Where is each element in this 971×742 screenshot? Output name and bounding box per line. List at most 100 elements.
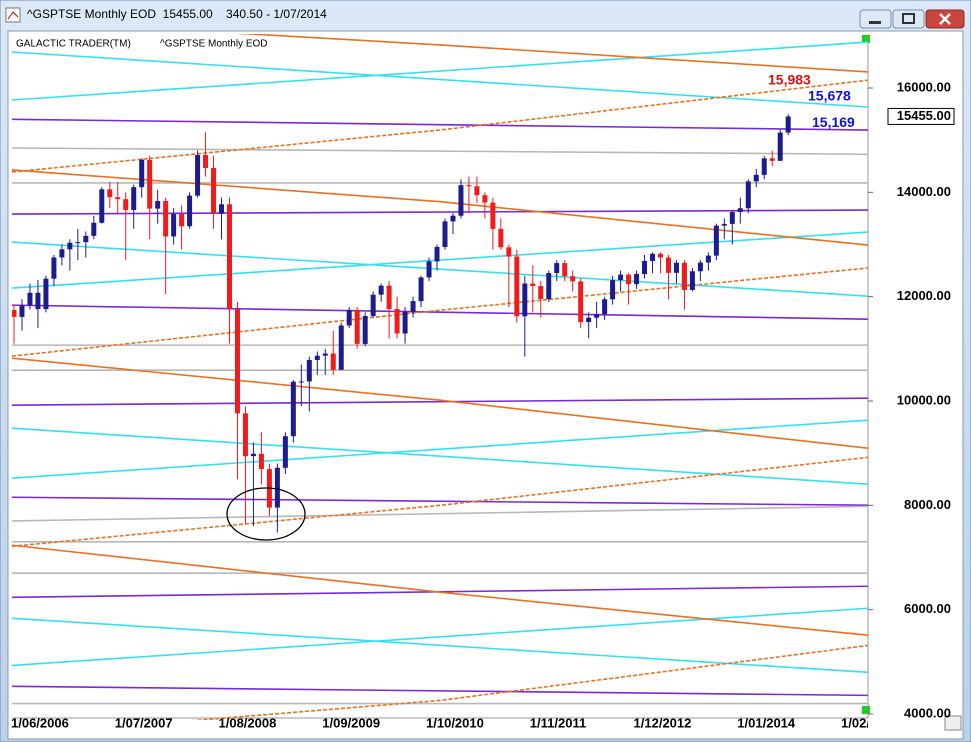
candle-body	[594, 314, 600, 318]
x-tick-label: 1/12/2012	[634, 715, 692, 730]
tf-button[interactable]	[944, 715, 962, 731]
status-indicator	[862, 35, 870, 43]
candle-body	[514, 256, 520, 317]
x-tick-label: 1/06/2006	[11, 715, 69, 730]
candle-body	[322, 353, 328, 356]
candle-body	[426, 261, 432, 278]
candle-body	[346, 309, 352, 326]
candle-body	[753, 174, 759, 182]
highlight-circle	[226, 487, 306, 541]
y-tick-label: 16000.00	[897, 79, 951, 94]
overlay-line	[12, 496, 868, 507]
candle-body	[458, 185, 464, 216]
last-price-label: 15455.00	[897, 108, 951, 123]
overlay-line	[12, 169, 868, 246]
overlay-line	[12, 147, 868, 156]
candle-body	[35, 292, 41, 310]
x-tick-label: 1/07/2007	[115, 715, 173, 730]
overlay-line	[12, 505, 868, 522]
x-tick-label: 1/01/2014	[737, 715, 796, 730]
candle-body	[442, 221, 448, 247]
candle-body	[562, 263, 568, 277]
candle-body	[530, 283, 536, 287]
candle-body	[777, 132, 783, 161]
candle-body	[578, 281, 584, 323]
candle-body	[554, 263, 560, 274]
candle-body	[466, 185, 472, 187]
candle-body	[689, 271, 695, 290]
candle-body	[681, 262, 687, 290]
candle-body	[226, 204, 232, 310]
candle-body	[602, 299, 608, 315]
overlay-line	[12, 685, 868, 697]
candle-body	[761, 158, 767, 175]
candle-body	[474, 186, 480, 196]
candle-body	[642, 260, 648, 275]
candle-body	[43, 278, 49, 310]
candle-body	[195, 155, 201, 196]
candle-body	[179, 214, 185, 227]
chart-subtitle: ^GSPTSE Monthly EOD	[160, 39, 268, 50]
candle-body	[155, 201, 161, 209]
price-annotation: 15,678	[808, 88, 851, 104]
candle-body	[83, 235, 89, 243]
overlay-line	[12, 231, 868, 289]
price-annotation: 15,983	[768, 72, 811, 88]
x-axis: 1/06/2006 1/07/2007 1/08/2008 1/09/2009 1/10…	[11, 715, 899, 730]
candle-body	[12, 310, 17, 317]
candle-body	[610, 280, 616, 300]
overlay-line	[12, 209, 868, 215]
candle-body	[697, 262, 703, 272]
y-tick-label: 8000.00	[904, 497, 951, 512]
chart-title: GALACTIC TRADER(TM)	[16, 39, 131, 50]
overlay-line	[12, 357, 868, 450]
candle-body	[211, 167, 217, 214]
candle-body	[522, 283, 528, 317]
overlay-line	[12, 397, 868, 406]
candle-body	[370, 294, 376, 316]
candle-body	[219, 204, 225, 214]
candle-body	[67, 242, 73, 250]
overlay-line	[12, 267, 868, 357]
candle-body	[546, 273, 552, 300]
candle-body	[242, 413, 248, 457]
overlay-line	[12, 607, 868, 667]
candle-body	[402, 311, 408, 334]
overlay-line	[12, 118, 868, 131]
overlay-lines	[12, 34, 868, 720]
client-area	[7, 30, 964, 740]
minimize-glyph	[869, 21, 881, 24]
candle-body	[139, 159, 145, 188]
overlay-line	[12, 419, 868, 480]
minimize-button[interactable]	[859, 9, 892, 29]
candle-body	[314, 355, 320, 360]
candle-body	[187, 195, 193, 227]
candle-body	[450, 215, 456, 222]
candles	[12, 114, 791, 533]
candle-body	[394, 309, 400, 334]
candle-body	[745, 181, 751, 209]
y-tick-label: 6000.00	[904, 601, 951, 616]
candle-body	[298, 381, 304, 383]
candle-body	[123, 199, 129, 211]
x-tick-label: 1/09/2009	[322, 715, 380, 730]
candle-body	[386, 285, 392, 310]
overlay-line	[12, 79, 868, 173]
maximize-button[interactable]	[892, 9, 925, 29]
y-tick-label: 10000.00	[897, 392, 951, 407]
y-tick-label: 12000.00	[897, 288, 951, 303]
candle-body	[490, 202, 496, 229]
x-tick-label: 1/11/2011	[530, 715, 586, 730]
candle-body	[306, 359, 312, 382]
candle-body	[650, 253, 656, 261]
overlay-line	[12, 51, 868, 108]
candle-body	[51, 257, 57, 279]
x-tick-label: 1/02/2015	[841, 715, 899, 730]
candle-body	[506, 247, 512, 257]
candle-body	[618, 274, 624, 281]
candle-body	[274, 467, 280, 508]
candle-body	[91, 222, 97, 236]
candle-body	[354, 309, 360, 344]
overlay-line	[236, 34, 868, 73]
